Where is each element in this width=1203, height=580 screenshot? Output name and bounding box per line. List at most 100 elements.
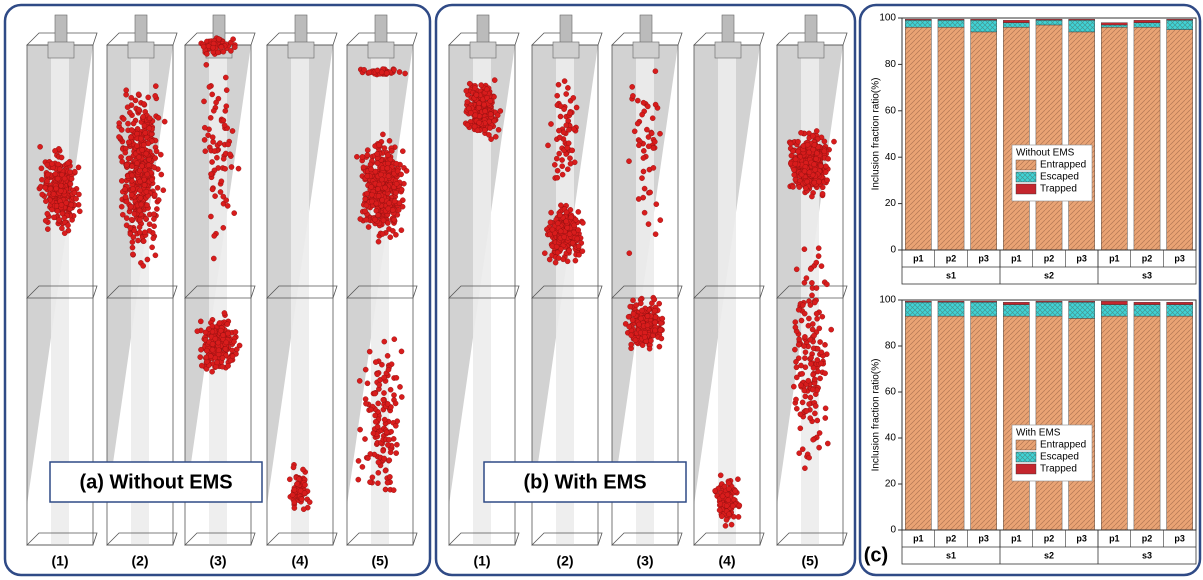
- inclusion-particle: [201, 99, 206, 104]
- inclusion-particle: [385, 161, 390, 166]
- inclusion-particle: [377, 382, 382, 387]
- bar-segment: [1036, 25, 1062, 250]
- inclusion-particle: [633, 338, 638, 343]
- inclusion-particle: [562, 107, 567, 112]
- inclusion-particle: [373, 360, 378, 365]
- legend-title: With EMS: [1016, 428, 1061, 439]
- inclusion-particle: [393, 423, 398, 428]
- inclusion-particle: [574, 105, 579, 110]
- inclusion-particle: [547, 232, 552, 237]
- inclusion-particle: [363, 196, 368, 201]
- inclusion-particle: [812, 142, 817, 147]
- bar-segment: [1003, 27, 1029, 250]
- inclusion-particle: [365, 153, 370, 158]
- inclusion-particle: [210, 159, 215, 164]
- inclusion-particle: [226, 363, 231, 368]
- inclusion-particle: [356, 458, 361, 463]
- inclusion-particle: [210, 135, 215, 140]
- inclusion-particle: [652, 320, 657, 325]
- inclusion-particle: [808, 395, 813, 400]
- inclusion-particle: [548, 121, 553, 126]
- inclusion-particle: [62, 231, 67, 236]
- inclusion-particle: [817, 326, 822, 331]
- inclusion-particle: [802, 169, 807, 174]
- bar-segment: [1069, 19, 1095, 20]
- inclusion-particle: [126, 140, 131, 145]
- inclusion-particle: [812, 377, 817, 382]
- inclusion-particle: [822, 342, 827, 347]
- nozzle-port: [128, 42, 154, 58]
- inclusion-particle: [362, 67, 367, 72]
- legend-label: Escaped: [1040, 172, 1079, 183]
- inclusion-particle: [653, 102, 658, 107]
- inclusion-particle: [292, 487, 297, 492]
- inclusion-particle: [735, 477, 740, 482]
- inclusion-particle: [129, 95, 134, 100]
- inclusion-particle: [374, 201, 379, 206]
- group-label: s1: [946, 270, 956, 280]
- inclusion-particle: [369, 192, 374, 197]
- inclusion-particle: [794, 267, 799, 272]
- inclusion-particle: [814, 260, 819, 265]
- inclusion-particle: [378, 172, 383, 177]
- inclusion-particle: [232, 45, 237, 50]
- inclusion-particle: [484, 87, 489, 92]
- inclusion-particle: [820, 191, 825, 196]
- bar-segment: [938, 302, 964, 316]
- inclusion-particle: [554, 156, 559, 161]
- inclusion-particle: [816, 246, 821, 251]
- y-tick-label: 40: [885, 433, 897, 444]
- inclusion-particle: [385, 166, 390, 171]
- inclusion-particle: [736, 514, 741, 519]
- legend-swatch: [1016, 184, 1036, 194]
- inclusion-particle: [375, 424, 380, 429]
- inclusion-particle: [382, 456, 387, 461]
- bar-segment: [1036, 301, 1062, 302]
- inclusion-particle: [146, 163, 151, 168]
- inclusion-particle: [119, 154, 124, 159]
- inclusion-particle: [198, 355, 203, 360]
- inclusion-particle: [723, 523, 728, 528]
- inclusion-particle: [576, 227, 581, 232]
- legend-label: Escaped: [1040, 452, 1079, 463]
- inclusion-particle: [576, 244, 581, 249]
- inclusion-particle: [130, 240, 135, 245]
- inclusion-particle: [363, 367, 368, 372]
- inclusion-particle: [159, 172, 164, 177]
- inclusion-particle: [391, 436, 396, 441]
- inclusion-particle: [542, 251, 547, 256]
- inclusion-particle: [124, 199, 129, 204]
- inclusion-particle: [492, 78, 497, 83]
- inclusion-particle: [482, 102, 487, 107]
- inclusion-particle: [829, 327, 834, 332]
- inclusion-particle: [645, 104, 650, 109]
- inclusion-particle: [57, 167, 62, 172]
- inclusion-particle: [560, 172, 565, 177]
- inclusion-particle: [376, 470, 381, 475]
- inclusion-particle: [794, 375, 799, 380]
- inclusion-particle: [45, 162, 50, 167]
- column-label: (1): [473, 553, 490, 569]
- group-label: s3: [1142, 270, 1152, 280]
- inclusion-particle: [798, 426, 803, 431]
- inclusion-particle: [128, 135, 133, 140]
- x-tick-label: p1: [1109, 533, 1120, 543]
- inclusion-particle: [818, 376, 823, 381]
- inclusion-particle: [824, 282, 829, 287]
- inclusion-particle: [635, 121, 640, 126]
- inclusion-particle: [224, 198, 229, 203]
- inclusion-particle: [719, 514, 724, 519]
- inclusion-particle: [810, 387, 815, 392]
- inclusion-particle: [567, 232, 572, 237]
- y-tick-label: 80: [885, 341, 897, 352]
- inclusion-particle: [142, 183, 147, 188]
- inclusion-particle: [802, 334, 807, 339]
- inclusion-particle: [653, 232, 658, 237]
- inclusion-particle: [385, 480, 390, 485]
- inclusion-particle: [204, 62, 209, 67]
- inclusion-particle: [822, 149, 827, 154]
- inclusion-particle: [652, 139, 657, 144]
- inclusion-particle: [150, 245, 155, 250]
